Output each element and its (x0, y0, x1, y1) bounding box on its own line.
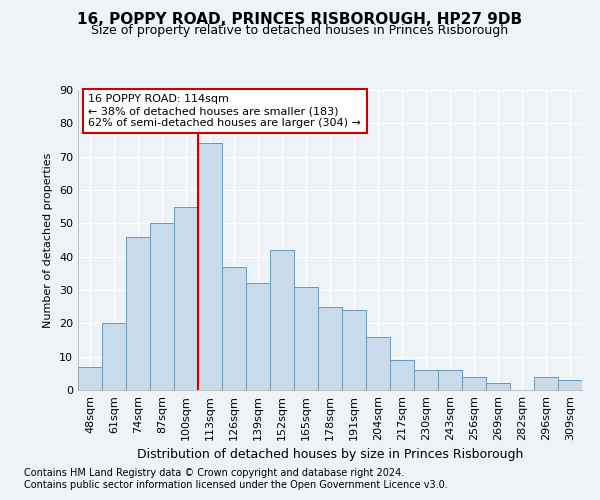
Bar (102, 324, 126, 390)
Bar (318, 306, 342, 390)
Text: Contains HM Land Registry data © Crown copyright and database right 2024.: Contains HM Land Registry data © Crown c… (24, 468, 404, 477)
Bar (246, 284, 270, 390)
X-axis label: Distribution of detached houses by size in Princes Risborough: Distribution of detached houses by size … (137, 448, 523, 462)
Bar (486, 384, 510, 390)
Bar (126, 236, 150, 390)
Text: Contains public sector information licensed under the Open Government Licence v3: Contains public sector information licen… (24, 480, 448, 490)
Bar (366, 336, 390, 390)
Bar (174, 206, 198, 390)
Bar (558, 380, 582, 390)
Bar (198, 144, 222, 390)
Bar (414, 370, 438, 390)
Text: Size of property relative to detached houses in Princes Risborough: Size of property relative to detached ho… (91, 24, 509, 37)
Bar (270, 250, 294, 390)
Y-axis label: Number of detached properties: Number of detached properties (43, 152, 53, 328)
Bar (150, 224, 174, 390)
Bar (78, 366, 102, 390)
Bar (534, 376, 558, 390)
Bar (390, 360, 414, 390)
Text: 16 POPPY ROAD: 114sqm
← 38% of detached houses are smaller (183)
62% of semi-det: 16 POPPY ROAD: 114sqm ← 38% of detached … (88, 94, 361, 128)
Bar (222, 266, 246, 390)
Bar (462, 376, 486, 390)
Bar (342, 310, 366, 390)
Text: 16, POPPY ROAD, PRINCES RISBOROUGH, HP27 9DB: 16, POPPY ROAD, PRINCES RISBOROUGH, HP27… (77, 12, 523, 28)
Bar (438, 370, 462, 390)
Bar (294, 286, 318, 390)
